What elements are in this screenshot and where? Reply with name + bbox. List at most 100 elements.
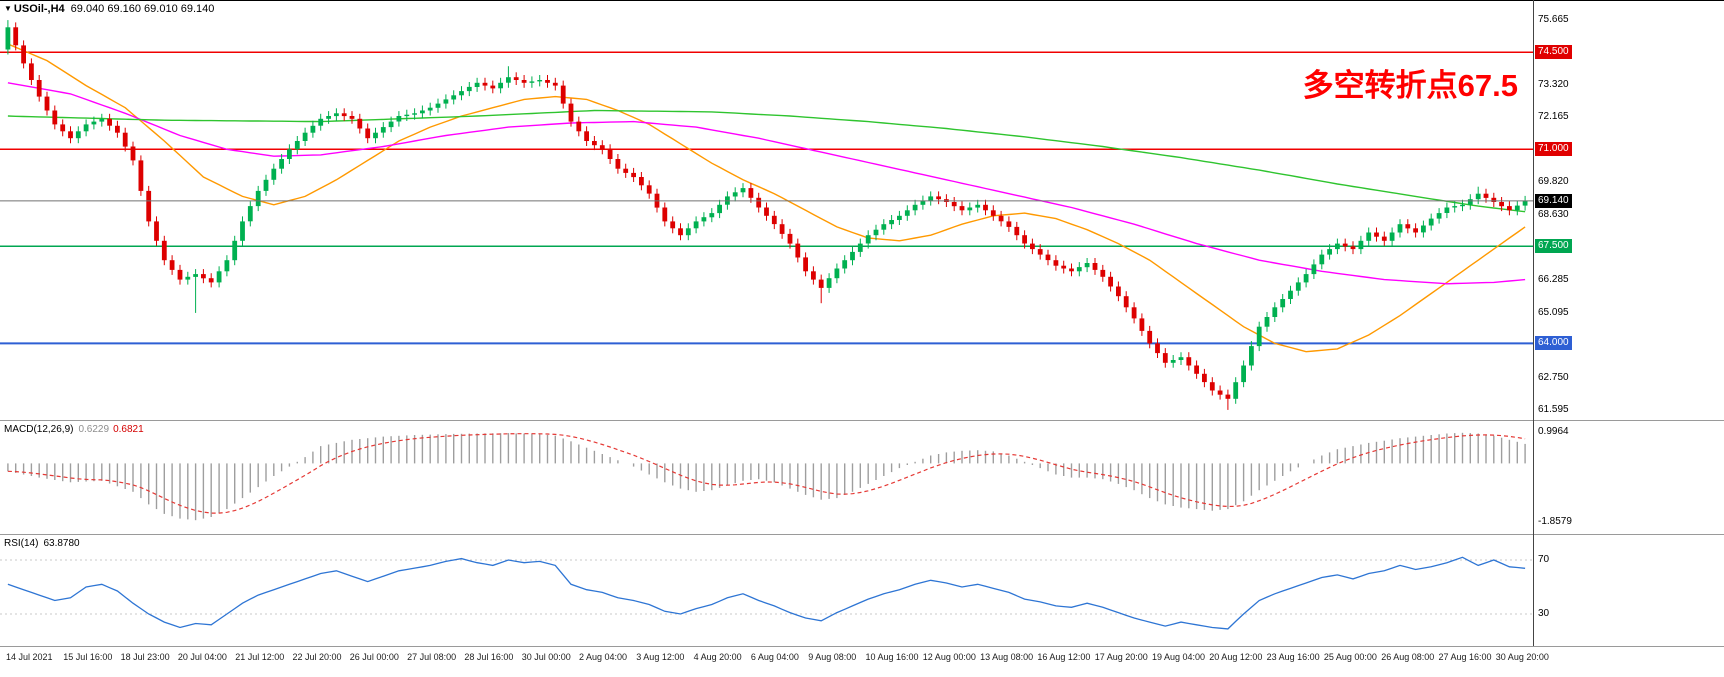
time-axis-label: 16 Aug 12:00 <box>1037 652 1091 662</box>
candle <box>193 274 198 277</box>
candle <box>287 149 292 159</box>
candle <box>1030 243 1035 250</box>
candle <box>310 125 316 133</box>
time-axis-label: 28 Jul 16:00 <box>464 652 514 662</box>
candle <box>365 128 371 139</box>
price-line-tag: 67.500 <box>1535 239 1572 254</box>
candle <box>1108 276 1113 287</box>
price-axis[interactable]: 75.665 73.320 72.165 69.820 68.630 66.285 65.0… <box>1533 0 1724 646</box>
candle <box>1483 193 1489 198</box>
time-axis-label: 25 Aug 00:00 <box>1323 652 1377 662</box>
candle <box>1022 235 1027 244</box>
candle <box>1264 317 1270 327</box>
rsi-name: RSI(14) <box>4 538 39 549</box>
time-axis-label: 26 Aug 08:00 <box>1381 652 1435 662</box>
candle <box>764 207 769 216</box>
candle <box>1217 390 1223 395</box>
time-axis-label: 15 Jul 16:00 <box>63 652 113 662</box>
candle <box>639 177 644 186</box>
candle <box>75 131 81 139</box>
candle <box>1186 357 1192 366</box>
candle <box>607 149 613 159</box>
candle <box>615 159 621 169</box>
candle <box>232 240 238 261</box>
macd-label: MACD(12,26,9) 0.6229 0.6821 <box>4 424 144 435</box>
candle <box>294 141 300 150</box>
candle <box>21 45 26 64</box>
candle <box>1092 263 1098 270</box>
macd-panel[interactable] <box>7 432 1526 521</box>
candle <box>169 260 175 270</box>
rsi-panel[interactable] <box>0 556 1533 630</box>
candle <box>1436 213 1442 219</box>
candle <box>224 260 230 272</box>
candle <box>247 206 253 222</box>
candle <box>1084 263 1090 268</box>
ma-fast-orange <box>7 43 1526 353</box>
time-axis-label: 26 Jul 00:00 <box>349 652 399 662</box>
rsi-value: 63.8780 <box>43 538 80 549</box>
candle <box>998 215 1004 222</box>
time-axis-label: 2 Aug 04:00 <box>579 652 628 662</box>
candle <box>1139 318 1145 331</box>
candle <box>779 224 785 234</box>
candle <box>1319 254 1325 265</box>
candle <box>13 27 19 46</box>
candle <box>936 196 941 200</box>
candle <box>865 235 871 244</box>
candle <box>1350 246 1356 250</box>
candle <box>1311 264 1317 275</box>
candle <box>302 132 308 141</box>
time-axis-label: 3 Aug 12:00 <box>636 652 685 662</box>
candle <box>1194 365 1199 374</box>
axis-tick-label: -1.8579 <box>1538 515 1572 527</box>
candle <box>154 221 159 241</box>
time-axis-label: 21 Jul 12:00 <box>235 652 285 662</box>
candle <box>834 268 840 279</box>
axis-tick-label: 73.320 <box>1538 79 1569 90</box>
candle <box>951 202 957 207</box>
ma-mid-magenta <box>7 82 1526 285</box>
main-chart-panel[interactable] <box>0 20 1533 410</box>
candle <box>623 168 629 173</box>
time-axis-label: 22 Jul 20:00 <box>292 652 342 662</box>
candle <box>412 113 417 115</box>
time-axis-label: 6 Aug 04:00 <box>750 652 799 662</box>
candle <box>756 197 762 208</box>
candle <box>576 121 582 132</box>
candle <box>928 196 934 201</box>
candle <box>44 96 50 111</box>
candle <box>983 204 988 211</box>
axis-tick-label: 69.820 <box>1538 176 1569 188</box>
time-axis-label: 27 Aug 16:00 <box>1438 652 1492 662</box>
candle <box>1514 205 1520 211</box>
candle <box>443 99 449 104</box>
candle <box>1397 224 1403 233</box>
candle <box>380 127 386 133</box>
candle <box>1061 265 1067 269</box>
candle <box>568 103 574 122</box>
candle <box>1428 218 1434 226</box>
candle <box>1475 193 1481 200</box>
candle <box>482 82 488 86</box>
axis-tick-label: 68.630 <box>1538 209 1569 220</box>
candle <box>420 110 425 114</box>
axis-tick-label: 70 <box>1538 554 1550 565</box>
candle <box>1045 254 1051 261</box>
candle <box>975 204 981 208</box>
candle <box>240 221 245 241</box>
candle <box>122 132 128 147</box>
candle <box>771 215 777 225</box>
annotation-text: 多空转折点67.5 <box>1302 68 1518 103</box>
candle <box>474 82 480 87</box>
time-axis[interactable]: 14 Jul 2021 15 Jul 16:00 18 Jul 23:00 20 Ju… <box>0 649 1724 677</box>
candle <box>599 145 605 150</box>
candle <box>1467 199 1473 205</box>
candle <box>1014 226 1020 236</box>
candle <box>91 121 97 125</box>
candle <box>1147 330 1153 344</box>
candle <box>959 206 965 211</box>
axis-tick-label: 30 <box>1538 608 1550 619</box>
candle <box>373 132 378 139</box>
